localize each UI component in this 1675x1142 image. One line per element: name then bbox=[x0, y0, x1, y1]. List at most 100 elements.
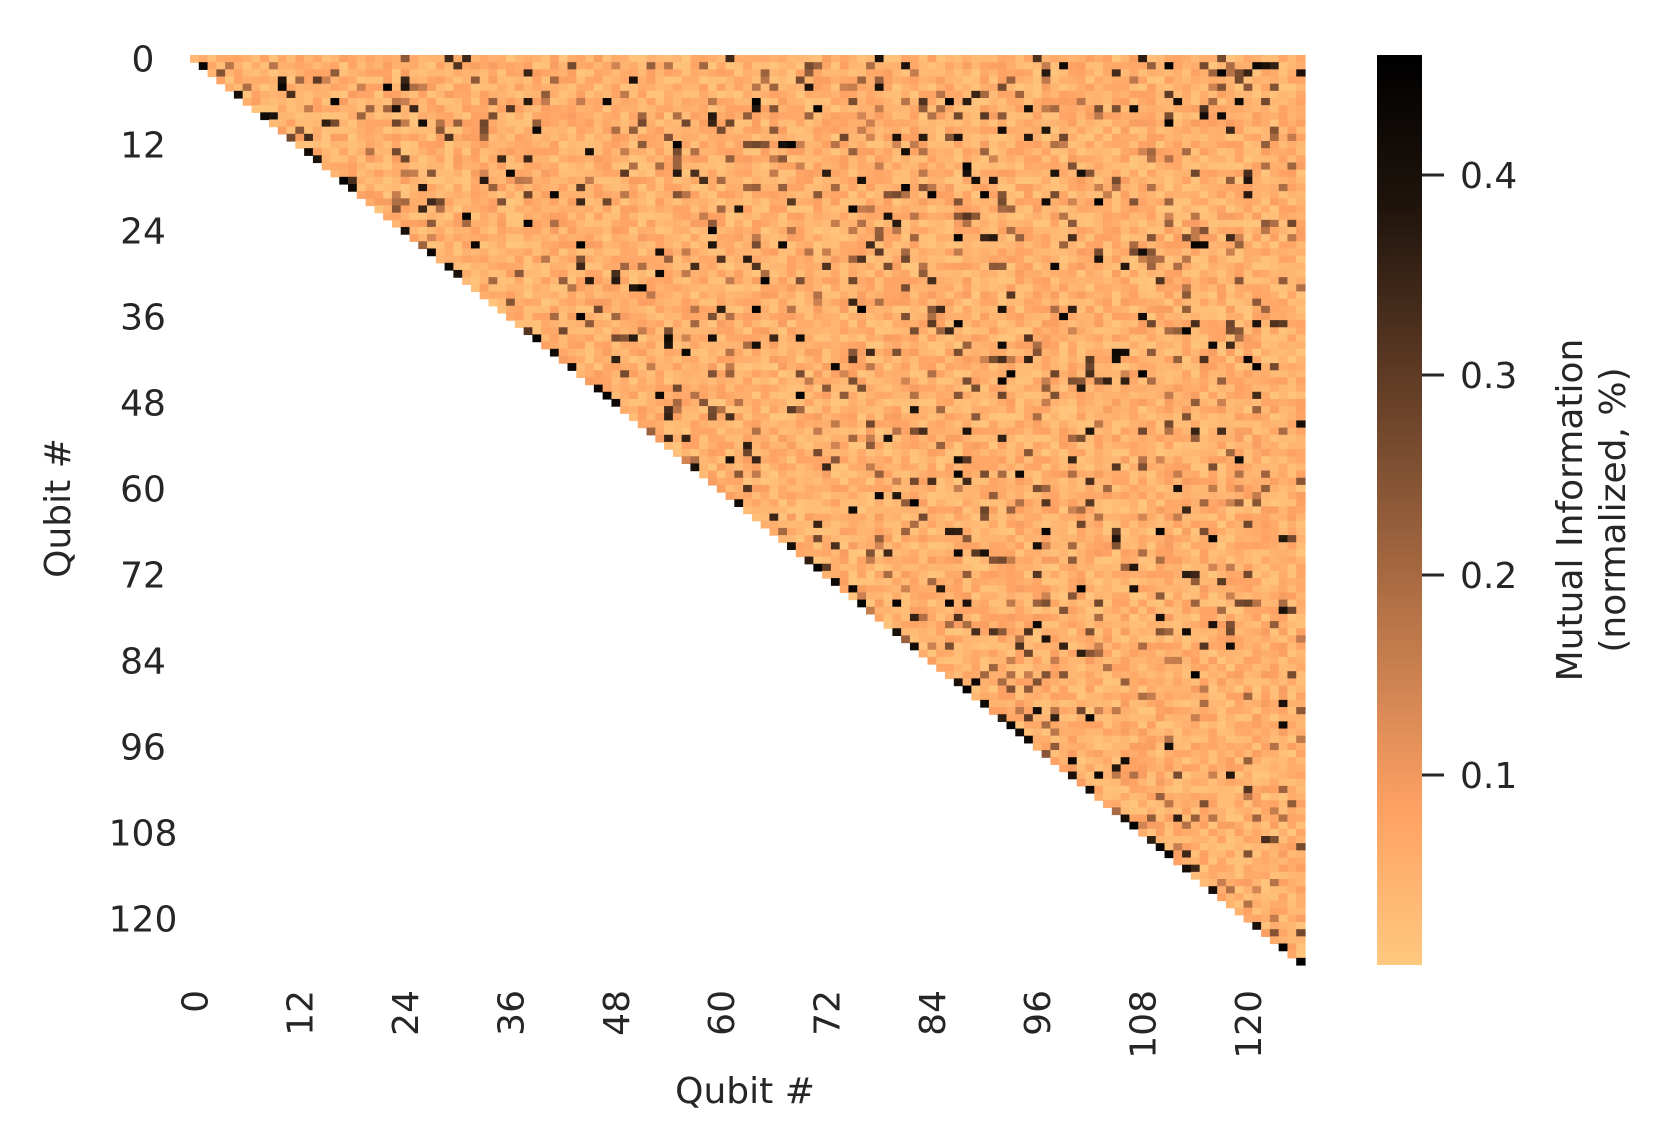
heatmap-cell bbox=[927, 277, 937, 285]
heatmap-cell bbox=[567, 334, 577, 343]
heatmap-cell bbox=[453, 212, 463, 221]
heatmap-cell bbox=[444, 183, 454, 192]
heatmap-cell bbox=[1006, 133, 1016, 142]
heatmap-cell bbox=[997, 312, 1008, 321]
heatmap-cell bbox=[611, 155, 621, 164]
heatmap-cell bbox=[734, 377, 744, 386]
heatmap-cell bbox=[1287, 205, 1297, 214]
heatmap-cell bbox=[558, 97, 569, 106]
heatmap-cell bbox=[795, 241, 806, 250]
heatmap-cell bbox=[1085, 119, 1095, 128]
heatmap-cell bbox=[576, 226, 586, 235]
heatmap-cell bbox=[1252, 363, 1262, 371]
heatmap-cell bbox=[602, 320, 613, 328]
heatmap-cell bbox=[444, 219, 454, 228]
heatmap-cell bbox=[1217, 370, 1227, 379]
heatmap-cell bbox=[822, 69, 832, 78]
heatmap-cell bbox=[637, 320, 648, 328]
heatmap-cell bbox=[909, 205, 920, 214]
heatmap-cell bbox=[936, 69, 946, 78]
heatmap-cell bbox=[365, 183, 375, 192]
heatmap-cell bbox=[391, 105, 402, 113]
heatmap-cell bbox=[514, 241, 525, 250]
heatmap-cell bbox=[1287, 183, 1297, 192]
heatmap-cell bbox=[383, 119, 393, 128]
heatmap-cell bbox=[585, 305, 595, 314]
heatmap-cell bbox=[549, 205, 560, 214]
heatmap-cell bbox=[1173, 76, 1183, 85]
heatmap-cell bbox=[391, 148, 402, 156]
heatmap-cell bbox=[988, 97, 999, 106]
heatmap-cell bbox=[532, 169, 542, 178]
heatmap-cell bbox=[1252, 133, 1262, 142]
heatmap-cell bbox=[1164, 291, 1174, 300]
heatmap-cell bbox=[391, 69, 402, 78]
heatmap-cell bbox=[1085, 348, 1095, 357]
heatmap-cell bbox=[312, 62, 323, 70]
heatmap-cell bbox=[681, 162, 692, 171]
heatmap-cell bbox=[672, 284, 683, 293]
heatmap-cell bbox=[611, 234, 621, 242]
heatmap-cell bbox=[901, 277, 911, 285]
heatmap-cell bbox=[664, 284, 674, 293]
heatmap-cell bbox=[813, 234, 823, 242]
heatmap-cell bbox=[435, 198, 446, 207]
heatmap-cell bbox=[523, 327, 533, 336]
heatmap-cell bbox=[532, 105, 542, 113]
heatmap-cell bbox=[909, 334, 920, 343]
heatmap-cell bbox=[1024, 348, 1034, 357]
heatmap-cell bbox=[1173, 97, 1183, 106]
heatmap-cell bbox=[260, 69, 270, 78]
heatmap-cell bbox=[558, 212, 569, 221]
heatmap-cell bbox=[901, 69, 911, 78]
heatmap-cell bbox=[848, 219, 858, 228]
heatmap-cell bbox=[1164, 133, 1174, 142]
heatmap-cell bbox=[462, 241, 472, 250]
heatmap-cell bbox=[321, 140, 332, 149]
heatmap-cell bbox=[1190, 126, 1201, 135]
heatmap-cell bbox=[971, 363, 981, 371]
heatmap-cell bbox=[1059, 119, 1069, 128]
heatmap-cell bbox=[620, 262, 630, 271]
heatmap-cell bbox=[1287, 198, 1297, 207]
heatmap-cell bbox=[734, 291, 744, 300]
heatmap-cell bbox=[804, 348, 814, 357]
heatmap-cell bbox=[980, 62, 990, 70]
heatmap-cell bbox=[681, 97, 692, 106]
heatmap-cell bbox=[681, 76, 692, 85]
heatmap-cell bbox=[778, 291, 788, 300]
heatmap-cell bbox=[409, 69, 419, 78]
heatmap-cell bbox=[1261, 148, 1271, 156]
heatmap-cell bbox=[1234, 162, 1245, 171]
heatmap-cell bbox=[716, 341, 727, 350]
heatmap-cell bbox=[1006, 312, 1016, 321]
heatmap-cell bbox=[558, 305, 569, 314]
heatmap-cell bbox=[383, 105, 393, 113]
heatmap-cell bbox=[699, 269, 709, 278]
heatmap-cell bbox=[980, 69, 990, 78]
heatmap-cell bbox=[822, 205, 832, 214]
heatmap-cell bbox=[988, 377, 999, 386]
heatmap-cell bbox=[1138, 112, 1148, 121]
heatmap-cell bbox=[1225, 334, 1236, 343]
heatmap-cell bbox=[1278, 97, 1289, 106]
heatmap-cell bbox=[787, 133, 797, 142]
heatmap-cell bbox=[1032, 320, 1043, 328]
heatmap-cell bbox=[672, 62, 683, 70]
heatmap-cell bbox=[707, 234, 718, 242]
heatmap-cell bbox=[435, 62, 446, 70]
heatmap-cell bbox=[1024, 148, 1034, 156]
heatmap-cell bbox=[699, 112, 709, 121]
heatmap-cell bbox=[1024, 291, 1034, 300]
heatmap-cell bbox=[628, 312, 639, 321]
heatmap-cell bbox=[558, 327, 569, 336]
heatmap-cell bbox=[945, 284, 955, 293]
heatmap-cell bbox=[751, 105, 762, 113]
heatmap-cell bbox=[1146, 291, 1157, 300]
heatmap-cell bbox=[549, 55, 560, 63]
heatmap-cell bbox=[1199, 255, 1210, 264]
heatmap-cell bbox=[1024, 83, 1034, 92]
heatmap-cell bbox=[1155, 355, 1166, 364]
heatmap-cell bbox=[883, 355, 893, 364]
heatmap-cell bbox=[567, 219, 577, 228]
